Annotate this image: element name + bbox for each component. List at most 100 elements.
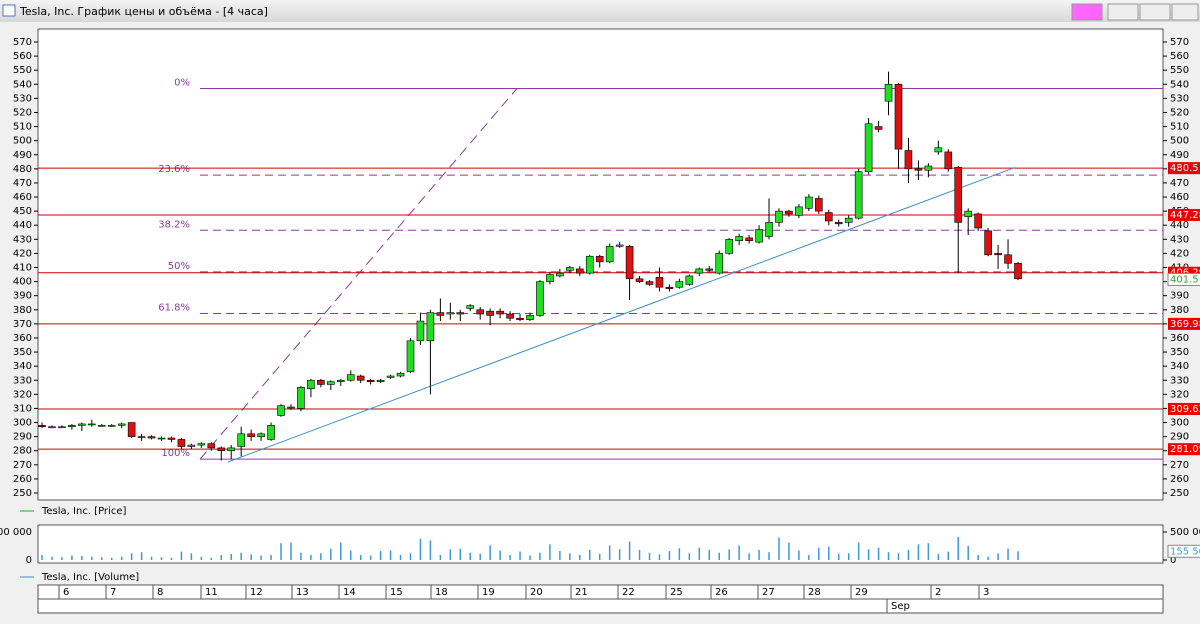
- candle-body: [68, 425, 76, 428]
- candle-body: [336, 379, 345, 382]
- candle-body: [157, 437, 166, 440]
- price-legend: Tesla, Inc. [Price]: [41, 506, 126, 517]
- y-tick-label: 330: [13, 375, 32, 386]
- candle-body: [934, 147, 943, 153]
- candle-body: [346, 374, 355, 381]
- y-tick-label: 490: [1170, 150, 1189, 161]
- candle-body: [107, 425, 116, 427]
- candle-body: [884, 83, 893, 102]
- maximize-button[interactable]: [1139, 3, 1171, 21]
- candle-body: [725, 239, 733, 254]
- y-tick-label: 260: [13, 474, 32, 485]
- fib-label: 50%: [168, 261, 190, 272]
- level-label: 480.5: [1170, 163, 1199, 174]
- candle-body: [127, 422, 136, 437]
- candle-body: [386, 375, 395, 378]
- close-button[interactable]: [1171, 3, 1199, 21]
- fib-label: 23.6%: [158, 164, 190, 175]
- date-label: 18: [435, 587, 448, 598]
- candle-body: [595, 255, 604, 263]
- fib-label: 61.8%: [158, 302, 190, 313]
- candle-body: [894, 83, 903, 150]
- level-label: 369.98: [1170, 319, 1200, 330]
- y-tick-label: 390: [13, 291, 32, 302]
- fib-label: 38.2%: [158, 219, 190, 230]
- candle-body: [944, 151, 953, 170]
- level-tag-box: [1168, 402, 1200, 415]
- date-label: 13: [296, 587, 309, 598]
- candle-body: [1014, 262, 1022, 280]
- candle-body: [366, 379, 375, 382]
- candle-body: [147, 436, 156, 439]
- level-tag-box: [1168, 443, 1200, 456]
- y-tick-label: 420: [1170, 248, 1189, 259]
- date-label: 11: [205, 587, 218, 598]
- level-tag-box: [1168, 208, 1200, 221]
- candle-body: [466, 305, 475, 309]
- y-tick-label: 500: [1170, 136, 1189, 147]
- y-tick-label: 460: [13, 192, 32, 203]
- y-tick-label: 260: [1170, 474, 1189, 485]
- candle-body: [237, 433, 245, 447]
- candle-body: [48, 426, 56, 429]
- volume-tick-label: 0: [26, 555, 32, 566]
- level-tag: 369.98: [1168, 317, 1200, 330]
- candle-body: [585, 255, 594, 274]
- date-label: 2: [935, 587, 941, 598]
- candle-body: [854, 171, 863, 219]
- date-label: 7: [110, 587, 116, 598]
- candle-body: [566, 267, 574, 271]
- candle-body: [177, 439, 186, 447]
- candle-body: [456, 312, 465, 315]
- y-tick-label: 380: [1170, 305, 1189, 316]
- candle-body: [824, 212, 833, 222]
- candle-body: [217, 447, 226, 452]
- candle-body: [406, 340, 415, 373]
- candle-body: [864, 123, 873, 172]
- candle-body: [267, 425, 275, 440]
- candle-body: [426, 312, 435, 342]
- candle-body: [615, 244, 624, 247]
- y-tick-label: 380: [13, 305, 32, 316]
- candle-body: [805, 196, 813, 209]
- current-price: 401.5: [1170, 274, 1199, 285]
- candle-body: [356, 375, 365, 381]
- candle-body: [197, 443, 206, 446]
- window-title: Tesla, Inc. График цены и объёма - [4 ча…: [19, 5, 268, 18]
- candle-body: [287, 406, 295, 409]
- level-tag-box: [1168, 317, 1200, 330]
- candle-body: [974, 213, 982, 229]
- y-tick-label: 550: [1170, 65, 1189, 76]
- level-tag: 447.28: [1168, 208, 1200, 221]
- y-tick-label: 350: [1170, 347, 1189, 358]
- y-tick-label: 510: [13, 122, 32, 133]
- fib-diagonal: [199, 88, 518, 460]
- candle-body: [844, 217, 853, 223]
- volume-tick-label: 500 000: [1170, 527, 1200, 538]
- candle-body: [765, 222, 773, 237]
- candle-body: [785, 210, 793, 215]
- y-tick-label: 250: [13, 488, 32, 499]
- candle-body: [187, 444, 196, 447]
- candle-body: [436, 312, 445, 316]
- y-tick-label: 400: [13, 277, 32, 288]
- y-tick-label: 360: [13, 333, 32, 344]
- minimize-button[interactable]: [1107, 3, 1139, 21]
- date-label: 15: [390, 587, 403, 598]
- volume-tick-label: 0: [1170, 555, 1176, 566]
- y-tick-label: 360: [1170, 333, 1189, 344]
- y-tick-label: 490: [13, 150, 32, 161]
- candle-body: [257, 433, 265, 437]
- candle-body: [327, 381, 335, 385]
- tool-button[interactable]: [1071, 3, 1103, 21]
- y-tick-label: 290: [1170, 432, 1189, 443]
- candle-body: [775, 210, 783, 223]
- date-label: 22: [622, 587, 635, 598]
- candle-body: [795, 206, 803, 216]
- y-tick-label: 300: [13, 418, 32, 429]
- candle-body: [695, 268, 704, 274]
- date-label: 3: [983, 587, 989, 598]
- volume-current-box: [1167, 544, 1200, 558]
- candle-body: [874, 126, 883, 130]
